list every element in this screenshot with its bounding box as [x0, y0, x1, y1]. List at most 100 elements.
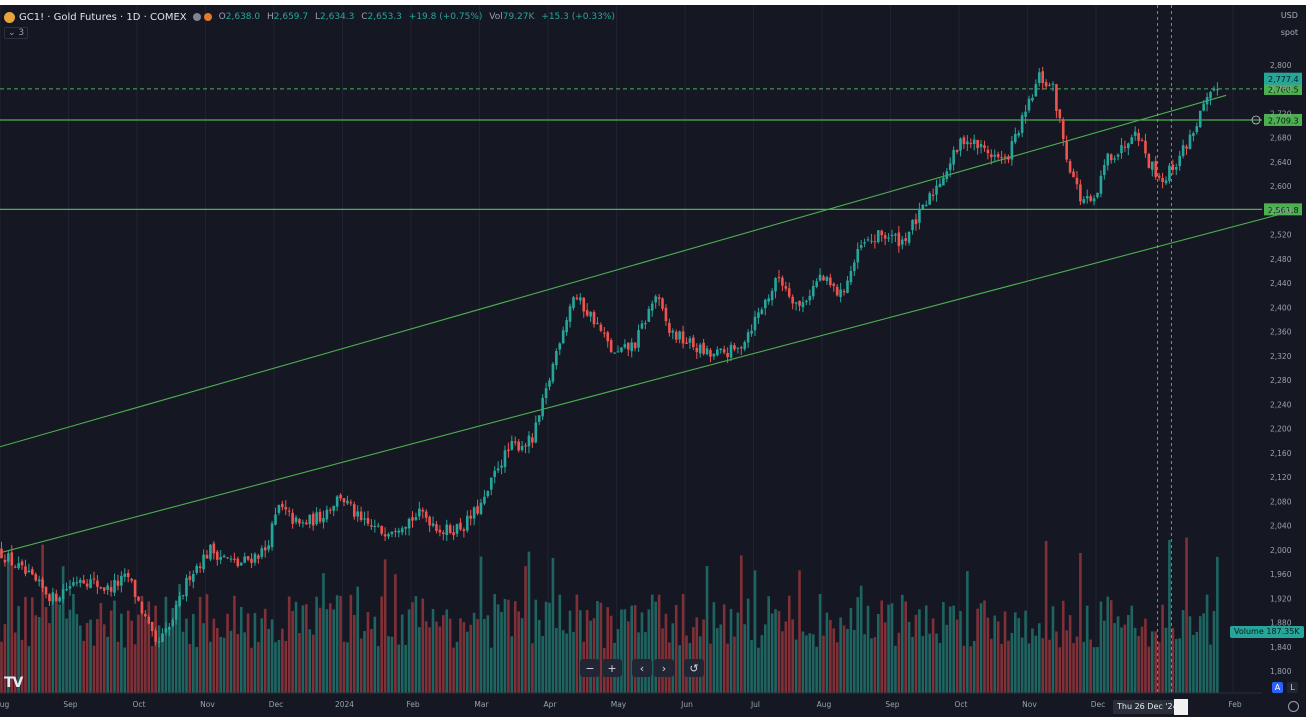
- candle-body: [1092, 198, 1096, 202]
- volume-bar: [801, 631, 805, 693]
- volume-bar: [305, 604, 308, 693]
- candle-body: [959, 138, 962, 151]
- crosshair-date-tag: Thu 26 Dec '24: [1113, 700, 1182, 714]
- candle-body: [168, 626, 171, 630]
- volume-bar: [870, 638, 873, 693]
- volume-bar: [274, 642, 277, 693]
- volume-bar: [298, 633, 301, 693]
- volume-bar: [1024, 610, 1027, 693]
- candle-body: [359, 511, 363, 521]
- candle-body: [921, 204, 925, 210]
- candle-body: [277, 505, 281, 513]
- volume-bar: [681, 594, 685, 693]
- volume-bar: [866, 605, 870, 693]
- reset-chart-button[interactable]: ↺: [684, 659, 704, 677]
- volume-bar: [435, 621, 438, 693]
- tradingview-logo[interactable]: TV: [4, 675, 23, 691]
- zoom-out-button[interactable]: −: [580, 659, 600, 677]
- auto-scale-button[interactable]: A: [1272, 682, 1283, 693]
- volume-bar: [1116, 616, 1120, 693]
- candle-body: [712, 353, 716, 357]
- candle-body: [1027, 98, 1031, 111]
- volume-bar: [966, 571, 969, 693]
- volume-bar: [520, 618, 524, 693]
- candle-body: [969, 143, 973, 145]
- candle-body: [647, 308, 651, 322]
- candle-body: [620, 347, 623, 352]
- volume-bar: [209, 641, 212, 693]
- volume-bar: [1161, 604, 1164, 693]
- zoom-in-button[interactable]: +: [602, 659, 622, 677]
- candle-body: [678, 331, 681, 340]
- candle-body: [626, 342, 630, 350]
- volume-bar: [993, 615, 997, 693]
- candle-body: [192, 574, 195, 582]
- candle-body: [726, 352, 729, 358]
- volume-bar: [572, 631, 575, 693]
- candle-body: [863, 242, 866, 244]
- candle-body: [489, 477, 493, 490]
- volume-bar: [161, 633, 164, 693]
- log-scale-button[interactable]: L: [1287, 682, 1298, 693]
- volume-bar: [462, 622, 466, 693]
- volume-bar: [942, 602, 945, 693]
- volume-bar: [236, 634, 240, 693]
- volume-bar: [1123, 624, 1127, 693]
- volume-bar: [318, 607, 322, 693]
- candle-body: [72, 582, 75, 586]
- candle-body: [466, 515, 469, 531]
- candle-body: [914, 219, 918, 225]
- volume-bar: [1103, 620, 1106, 693]
- currency-selector[interactable]: USD spot: [1281, 11, 1298, 37]
- scroll-left-button[interactable]: ‹: [632, 659, 652, 677]
- candle-body: [907, 231, 911, 243]
- volume-bar: [709, 643, 712, 693]
- candle-body: [1103, 165, 1106, 176]
- candle-body: [472, 507, 476, 519]
- scroll-right-button[interactable]: ›: [654, 659, 674, 677]
- volume-bar: [911, 636, 914, 693]
- timezone-clock-icon[interactable]: [1288, 701, 1299, 712]
- volume-bar: [1027, 643, 1031, 693]
- volume-bar: [113, 600, 116, 693]
- candle-body: [483, 496, 486, 504]
- candle-body: [85, 583, 89, 587]
- chart-canvas[interactable]: 2,760.5 2,709.3 2,561.8 1,800 1,840 1,880 1,92…: [0, 5, 1306, 717]
- indicators-toggle[interactable]: ⌄ 3: [4, 27, 29, 39]
- y-tick-label: 2,600: [1270, 182, 1292, 191]
- volume-bar: [1127, 615, 1130, 693]
- volume-bar: [7, 556, 10, 693]
- candle-body: [1178, 155, 1181, 167]
- candle-body: [592, 312, 596, 325]
- volume-bar: [78, 625, 82, 693]
- candle-body: [870, 240, 873, 242]
- volume-bar: [260, 618, 264, 693]
- candle-body: [342, 498, 346, 503]
- volume-bar: [424, 621, 428, 693]
- candle-body: [1161, 177, 1164, 182]
- candle-body: [349, 502, 353, 504]
- candle-body: [171, 619, 175, 626]
- candle-body: [815, 281, 818, 287]
- level-price-tag: [1264, 203, 1302, 216]
- high-value: 2,659.7: [273, 12, 309, 22]
- y-tick-label: 2,440: [1270, 279, 1292, 288]
- volume-bar: [777, 611, 781, 693]
- candle-body: [7, 553, 10, 562]
- chart-frame: 2,760.5 2,709.3 2,561.8 1,800 1,840 1,880 1,92…: [0, 5, 1306, 717]
- candle-body: [34, 574, 38, 581]
- candle-body: [298, 519, 301, 524]
- candle-body: [1123, 146, 1127, 148]
- candle-body: [137, 596, 140, 601]
- crosshair-end-tag: [1174, 699, 1188, 715]
- candle-body: [78, 579, 82, 583]
- candle-body: [102, 587, 106, 591]
- symbol-title[interactable]: GC1! · Gold Futures · 1D · COMEX: [19, 11, 187, 23]
- volume-bar: [767, 596, 770, 693]
- volume-bar: [219, 637, 222, 693]
- volume-bar: [996, 621, 1000, 693]
- y-tick-label: 2,200: [1270, 425, 1292, 434]
- close-label: C: [361, 12, 368, 22]
- candle-body: [938, 183, 942, 188]
- volume-bar: [222, 637, 226, 693]
